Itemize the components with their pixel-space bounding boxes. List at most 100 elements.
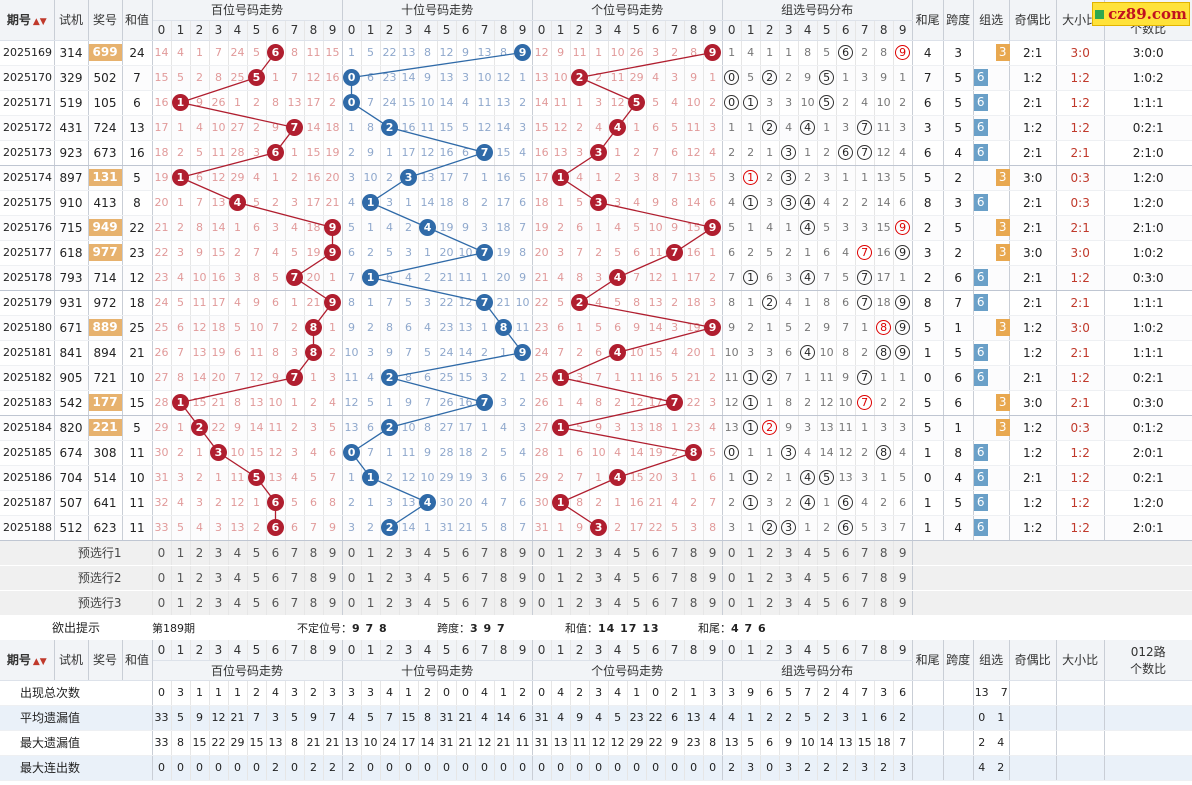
preselect-digit[interactable]: 5 (437, 540, 457, 566)
preselect-digit[interactable]: 0 (532, 590, 552, 616)
preselect-digit[interactable]: 5 (627, 565, 647, 591)
preselect-digit[interactable]: 4 (798, 540, 818, 566)
preselect-digit[interactable]: 2 (570, 540, 590, 566)
preselect-digit[interactable]: 3 (209, 565, 229, 591)
site-logo[interactable]: cz89.com (1092, 2, 1190, 26)
preselect-digit[interactable]: 2 (760, 590, 780, 616)
preselect-digit[interactable]: 9 (893, 590, 913, 616)
preselect-digit[interactable]: 9 (703, 540, 723, 566)
preselect-digit[interactable]: 7 (855, 540, 875, 566)
preselect-digit[interactable]: 0 (342, 540, 362, 566)
preselect-digit[interactable]: 4 (608, 565, 628, 591)
preselect-digit[interactable]: 1 (171, 590, 191, 616)
preselect-digit[interactable]: 9 (703, 590, 723, 616)
preselect-digit[interactable]: 9 (513, 590, 533, 616)
column-issue-header[interactable]: 期号 ▲▼ (0, 640, 55, 681)
table-row[interactable]: 2025178 793 714 12 23 4 10 16 3 8 5 7 20 1 7 1 6 4 2 21 11 1 2… (0, 265, 1192, 291)
preselect-digit[interactable]: 6 (266, 540, 286, 566)
preselect-digit[interactable]: 3 (209, 540, 229, 566)
preselect-digit[interactable]: 5 (437, 565, 457, 591)
preselect-digit[interactable]: 2 (380, 565, 400, 591)
preselect-digit[interactable]: 1 (741, 565, 761, 591)
table-row[interactable]: 2025173 923 673 16 18 2 5 11 28 3 6 1 15 19 2 9 1 17 12 16 6… (0, 140, 1192, 166)
preselect-digit[interactable]: 0 (152, 590, 172, 616)
preselect-digit[interactable]: 8 (874, 540, 894, 566)
preselect-digit[interactable]: 4 (798, 565, 818, 591)
preselect-digit[interactable]: 0 (152, 540, 172, 566)
table-row[interactable]: 2025185 674 308 11 30 2 1 3 10 15 12 3 4 6 0 7 1 11 9 28 18 2… (0, 440, 1192, 466)
preselect-digit[interactable]: 9 (893, 565, 913, 591)
table-row[interactable]: 2025170 329 502 7 15 5 2 8 25 5 1 7 12 16 0 6 23 14 9 13 3 10… (0, 65, 1192, 91)
preselect-row[interactable]: 预选行1 0 1 2 3 4 5 6 7 8 9 0 1 2 3 4 5 6 7 8 9 0 1 2 3 4 5 6 7 8 9 0 1 2 3 4 5… (0, 540, 1192, 566)
preselect-digit[interactable]: 7 (475, 540, 495, 566)
table-row[interactable]: 2025174 897 131 5 19 1 6 12 29 4 1 2 16 20 3 10 2 3 13 17 7 1… (0, 165, 1192, 191)
preselect-digit[interactable]: 3 (779, 565, 799, 591)
preselect-digit[interactable]: 4 (418, 565, 438, 591)
preselect-digit[interactable]: 7 (855, 565, 875, 591)
table-row[interactable]: 2025186 704 514 10 31 3 2 1 11 5 13 4 5 7 1 1 2 12 10 29 19 3… (0, 465, 1192, 491)
preselect-digit[interactable]: 5 (437, 590, 457, 616)
sort-arrows-icon[interactable]: ▲▼ (32, 657, 47, 668)
preselect-digit[interactable]: 6 (646, 540, 666, 566)
preselect-digit[interactable]: 3 (589, 540, 609, 566)
preselect-digit[interactable]: 4 (418, 590, 438, 616)
preselect-digit[interactable]: 1 (551, 590, 571, 616)
preselect-digit[interactable]: 3 (399, 565, 419, 591)
preselect-digit[interactable]: 2 (190, 590, 210, 616)
preselect-digit[interactable]: 1 (551, 540, 571, 566)
table-row[interactable]: 2025188 512 623 11 33 5 4 3 13 2 6 6 7 9 3 2 2 14 1 31 21 5 8 7… (0, 515, 1192, 541)
table-row[interactable]: 2025179 931 972 18 24 5 11 17 4 9 6 1 21 9 8 1 7 5 3 22 12 7 2… (0, 290, 1192, 316)
preselect-digit[interactable]: 4 (418, 540, 438, 566)
preselect-digit[interactable]: 2 (190, 565, 210, 591)
preselect-digit[interactable]: 3 (779, 590, 799, 616)
preselect-digit[interactable]: 8 (494, 540, 514, 566)
preselect-digit[interactable]: 6 (836, 590, 856, 616)
preselect-digit[interactable]: 9 (323, 590, 343, 616)
preselect-digit[interactable]: 9 (323, 565, 343, 591)
preselect-digit[interactable]: 6 (456, 590, 476, 616)
preselect-digit[interactable]: 4 (228, 540, 248, 566)
preselect-digit[interactable]: 8 (684, 540, 704, 566)
preselect-digit[interactable]: 4 (228, 565, 248, 591)
preselect-digit[interactable]: 6 (456, 540, 476, 566)
preselect-digit[interactable]: 3 (779, 540, 799, 566)
table-row[interactable]: 2025182 905 721 10 27 8 14 20 7 12 9 7 1 3 11 4 2 8 6 25 15 3… (0, 365, 1192, 391)
preselect-digit[interactable]: 6 (836, 565, 856, 591)
preselect-digit[interactable]: 2 (760, 540, 780, 566)
column-issue-header[interactable]: 期号 ▲▼ (0, 0, 55, 41)
preselect-digit[interactable]: 3 (399, 590, 419, 616)
preselect-digit[interactable]: 8 (684, 590, 704, 616)
preselect-digit[interactable]: 1 (171, 565, 191, 591)
preselect-digit[interactable]: 9 (703, 565, 723, 591)
preselect-digit[interactable]: 7 (285, 590, 305, 616)
preselect-digit[interactable]: 7 (665, 540, 685, 566)
preselect-digit[interactable]: 0 (722, 565, 742, 591)
preselect-digit[interactable]: 5 (817, 590, 837, 616)
table-row[interactable]: 2025187 507 641 11 32 4 3 2 12 1 6 5 6 8 2 1 3 13 4 30 20 4 7 6… (0, 490, 1192, 516)
preselect-digit[interactable]: 1 (361, 590, 381, 616)
preselect-digit[interactable]: 4 (798, 590, 818, 616)
preselect-digit[interactable]: 1 (551, 565, 571, 591)
preselect-row[interactable]: 预选行2 0 1 2 3 4 5 6 7 8 9 0 1 2 3 4 5 6 7 8 9 0 1 2 3 4 5 6 7 8 9 0 1 2 3 4 5… (0, 565, 1192, 591)
preselect-digit[interactable]: 0 (532, 540, 552, 566)
preselect-digit[interactable]: 0 (722, 590, 742, 616)
preselect-digit[interactable]: 7 (665, 590, 685, 616)
table-row[interactable]: 2025181 841 894 21 26 7 13 19 6 11 8 3 8 2 10 3 9 7 5 24 14 2… (0, 340, 1192, 366)
preselect-digit[interactable]: 9 (513, 565, 533, 591)
preselect-digit[interactable]: 5 (247, 540, 267, 566)
table-row[interactable]: 2025175 910 413 8 20 1 7 13 4 5 2 3 17 21 4 1 3 1 14 18 8 2 17… (0, 190, 1192, 216)
table-row[interactable]: 2025184 820 221 5 29 1 2 22 9 14 11 2 3 5 13 6 2 10 8 27 17 1… (0, 415, 1192, 441)
preselect-digit[interactable]: 0 (342, 590, 362, 616)
preselect-digit[interactable]: 4 (228, 590, 248, 616)
preselect-digit[interactable]: 8 (304, 565, 324, 591)
preselect-digit[interactable]: 5 (247, 565, 267, 591)
preselect-digit[interactable]: 5 (627, 540, 647, 566)
preselect-digit[interactable]: 7 (475, 565, 495, 591)
table-row[interactable]: 2025171 519 105 6 16 1 9 26 1 2 8 13 17 2 0 7 24 15 10 14 4 1… (0, 90, 1192, 116)
preselect-digit[interactable]: 3 (399, 540, 419, 566)
preselect-digit[interactable]: 0 (722, 540, 742, 566)
preselect-digit[interactable]: 0 (342, 565, 362, 591)
preselect-digit[interactable]: 9 (893, 540, 913, 566)
preselect-digit[interactable]: 2 (380, 540, 400, 566)
preselect-digit[interactable]: 8 (494, 590, 514, 616)
